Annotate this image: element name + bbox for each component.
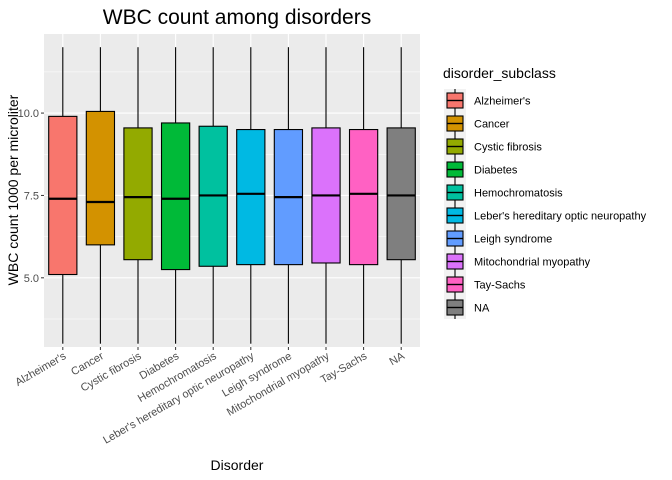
x-tick-label: Alzheimer's [13, 350, 68, 389]
legend-item: Leigh syndrome [444, 227, 552, 250]
legend-label: Diabetes [474, 165, 518, 177]
box-1 [85, 47, 116, 344]
boxes-group [48, 47, 416, 344]
legend-label: Leigh syndrome [474, 234, 552, 246]
box-body [348, 128, 379, 266]
box-body [85, 110, 116, 246]
legend-item: Tay-Sachs [444, 273, 526, 296]
x-axis-title: Disorder [211, 457, 264, 473]
box-4 [198, 47, 228, 344]
box-8 [348, 47, 379, 344]
box-body [160, 122, 191, 271]
legend-item: Cystic fibrosis [444, 135, 542, 158]
legend-item: Diabetes [444, 158, 518, 181]
legend-label: Mitochondrial myopathy [474, 257, 591, 269]
box-body [386, 127, 416, 261]
legend-label: Tay-Sachs [474, 280, 526, 292]
x-tick-label: NA [387, 350, 407, 368]
box-5 [236, 47, 266, 344]
legend-item: Alzheimer's [444, 89, 531, 112]
box-body [236, 128, 266, 266]
y-axis-title: WBC count 1000 per microliter [5, 94, 21, 285]
box-9 [386, 47, 416, 344]
box-0 [48, 47, 78, 344]
y-tick-label: 7.5 [24, 190, 39, 202]
chart-title: WBC count among disorders [103, 6, 371, 29]
legend-item: Mitochondrial myopathy [444, 250, 591, 273]
box-body [48, 115, 78, 276]
box-2 [123, 47, 153, 344]
legend-label: Hemochromatosis [474, 188, 563, 200]
legend-label: Cancer [474, 119, 510, 131]
legend-item: Hemochromatosis [444, 181, 563, 204]
legend-item: Leber's hereditary optic neuropathy [444, 204, 647, 227]
y-tick-label: 10.0 [18, 108, 39, 120]
legend-label: NA [474, 303, 490, 315]
box-7 [311, 47, 341, 344]
box-3 [160, 47, 191, 344]
legend-title: disorder_subclass [443, 65, 556, 81]
legend: Alzheimer's Cancer Cystic fibrosis Diabetes… [444, 89, 647, 319]
box-body [123, 127, 153, 261]
y-tick-label: 5.0 [24, 273, 39, 285]
legend-item: NA [444, 296, 490, 319]
y-axis-ticks: 5.0 7.5 10.0 [18, 108, 44, 285]
legend-label: Cystic fibrosis [474, 142, 542, 154]
legend-label: Alzheimer's [474, 96, 531, 108]
legend-label: Leber's hereditary optic neuropathy [474, 211, 647, 223]
box-6 [273, 47, 304, 344]
legend-item: Cancer [444, 112, 510, 135]
